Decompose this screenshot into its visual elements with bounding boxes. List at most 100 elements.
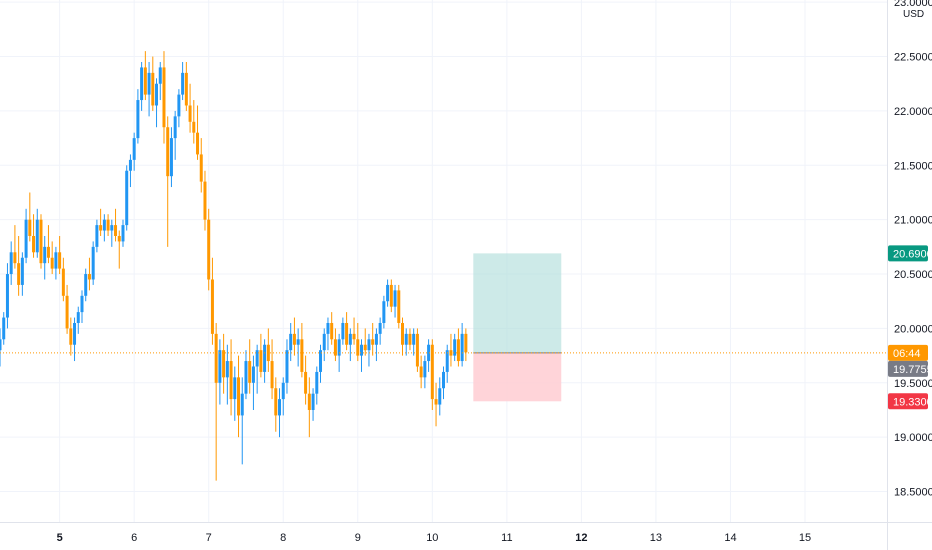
candle [442, 366, 445, 400]
candle [278, 388, 282, 438]
candle [415, 328, 419, 372]
target-price-label: 20.6900 [893, 248, 932, 260]
currency-label: USD [903, 9, 924, 20]
time-tick-label: 9 [355, 532, 361, 544]
candle [20, 252, 24, 296]
candle [24, 208, 28, 264]
candle [140, 61, 144, 111]
candle [151, 56, 155, 111]
candle [73, 317, 77, 362]
candle [69, 317, 73, 356]
candle [445, 344, 449, 383]
price-tick-label: 21.5000 [894, 160, 932, 172]
candle [464, 328, 468, 362]
candle [192, 100, 196, 144]
price-axis[interactable]: 23.0000 22.5000 22.0000 21.5000 21.0000 20.50… [894, 0, 932, 499]
candle [397, 284, 401, 329]
candle [80, 290, 84, 323]
candle [147, 61, 151, 117]
candle [225, 344, 229, 405]
candle [315, 366, 319, 405]
candle [102, 214, 106, 242]
candle [434, 382, 438, 427]
candle [50, 241, 54, 275]
candle [65, 284, 69, 334]
candle [181, 61, 185, 101]
candle [158, 61, 162, 101]
price-tags: 20.6900 06:44 19.7755 19.3300 [888, 245, 932, 410]
time-tick-label: 13 [650, 532, 662, 544]
price-tick-label: 22.5000 [894, 52, 932, 64]
candle [374, 328, 378, 362]
candle [58, 235, 62, 275]
candle [419, 355, 423, 389]
price-tick-label: 18.5000 [894, 487, 932, 499]
candle [438, 377, 442, 416]
price-tick-label: 19.5000 [894, 378, 932, 390]
candle [196, 105, 200, 160]
target-zone[interactable] [473, 253, 562, 353]
current-price-tag: 19.7755 [888, 360, 932, 377]
candle [304, 355, 308, 405]
candle [117, 230, 121, 269]
candle [114, 208, 118, 242]
candle [389, 279, 393, 313]
candle [333, 328, 337, 362]
candle [382, 295, 386, 329]
candle [330, 312, 334, 345]
candle [184, 61, 188, 111]
candle [363, 328, 367, 356]
price-tick-label: 20.5000 [894, 269, 932, 281]
candle [319, 344, 323, 383]
current-price-label: 19.7755 [893, 364, 932, 376]
candle [274, 377, 278, 432]
price-tick-label: 19.0000 [894, 432, 932, 444]
time-tick-label: 7 [206, 532, 212, 544]
grid [0, 0, 887, 522]
candle [423, 355, 427, 389]
candle [311, 388, 315, 421]
candle [128, 154, 132, 188]
candle [281, 377, 285, 416]
candle [456, 328, 460, 367]
stop-zone[interactable] [473, 352, 562, 402]
time-axis[interactable]: 5 6 7 8 9 10 11 12 13 14 15 [57, 532, 812, 544]
candle [214, 322, 218, 481]
candle [360, 339, 364, 372]
candle [300, 322, 304, 378]
candle [449, 333, 453, 367]
candle [169, 127, 173, 188]
candle [125, 165, 129, 231]
candle [237, 355, 241, 438]
candle [95, 219, 99, 253]
price-tick-label: 20.0000 [894, 323, 932, 335]
candle [341, 317, 345, 345]
candle [378, 317, 382, 345]
candles [0, 51, 468, 481]
candle [106, 214, 110, 236]
candle [39, 214, 43, 269]
candle [218, 339, 222, 405]
candle [199, 138, 203, 193]
candle [136, 89, 140, 144]
candle [222, 333, 226, 394]
candle [453, 333, 457, 362]
candle [259, 333, 263, 378]
time-tick-label: 12 [575, 532, 587, 544]
candle [46, 225, 50, 264]
candle [345, 312, 349, 351]
candle [143, 51, 147, 101]
candle [408, 328, 412, 351]
candle [263, 339, 267, 383]
candle [84, 268, 88, 302]
candle [166, 116, 170, 247]
candle [162, 51, 166, 144]
price-tick-label: 23.0000 [894, 0, 932, 9]
candle [207, 208, 211, 291]
candle [393, 284, 397, 318]
candle [188, 83, 192, 133]
candle [155, 78, 159, 128]
candle [322, 328, 326, 362]
candle [401, 317, 405, 356]
candle [296, 328, 300, 367]
